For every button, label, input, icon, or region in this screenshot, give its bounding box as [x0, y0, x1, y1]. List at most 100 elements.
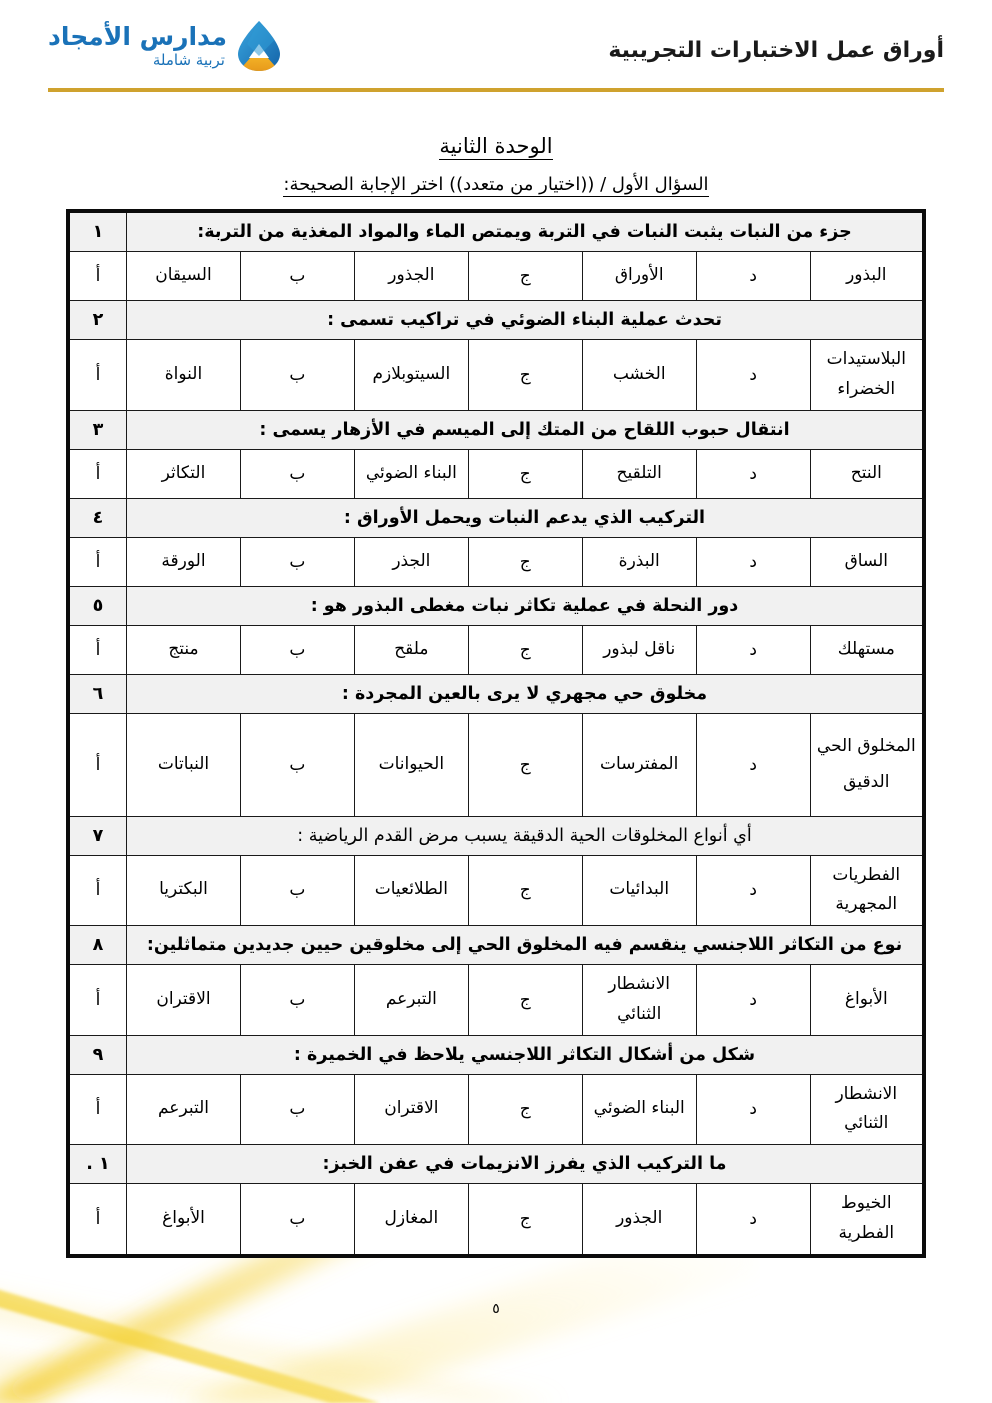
- question-text: تحدث عملية البناء الضوئي في تراكيب تسمى …: [126, 300, 925, 340]
- option-d-label: د: [695, 1183, 811, 1256]
- question-number: ٨: [67, 925, 127, 965]
- option-b-value[interactable]: المغازل: [353, 1183, 469, 1256]
- option-b-label: ب: [239, 536, 355, 587]
- answer-row: الأبواغ د الانشطار الثنائي ج التبرعم ب ا…: [67, 964, 925, 1036]
- option-a-value[interactable]: التكاثر: [126, 448, 241, 499]
- question-text: ما التركيب الذي يفرز الانزيمات في عفن ال…: [126, 1144, 925, 1184]
- option-d-value[interactable]: الانشطار الثنائي: [809, 1073, 925, 1145]
- question-number: ٥: [67, 585, 127, 626]
- option-a-value[interactable]: النواة: [126, 339, 241, 411]
- option-d-value[interactable]: الفطريات المجهرية: [809, 854, 925, 926]
- question-number: ٤: [67, 497, 127, 538]
- option-b-value[interactable]: الاقتران: [353, 1073, 469, 1145]
- option-a-label: أ: [67, 251, 127, 301]
- question-number: ٣: [67, 409, 127, 450]
- option-b-value[interactable]: الطلائعيات: [353, 854, 469, 926]
- option-a-value[interactable]: البكتريا: [126, 854, 241, 926]
- option-d-value[interactable]: مستهلك: [809, 624, 925, 675]
- option-a-value[interactable]: النباتات: [126, 712, 241, 817]
- question-row: انتقال حبوب اللقاح من المتك إلى الميسم ف…: [67, 409, 925, 450]
- option-d-value[interactable]: النتح: [809, 448, 925, 499]
- option-c-value[interactable]: الخشب: [581, 339, 697, 411]
- question-row: مخلوق حي مجهري لا يرى بالعين المجردة : ٦: [67, 673, 925, 714]
- option-a-value[interactable]: السيقان: [126, 251, 241, 301]
- option-b-label: ب: [239, 712, 355, 817]
- option-b-value[interactable]: الجذور: [353, 251, 469, 301]
- option-a-value[interactable]: الاقتران: [126, 964, 241, 1036]
- answer-row: الساق د البذرة ج الجذر ب الورقة أ: [67, 536, 925, 587]
- option-b-label: ب: [239, 964, 355, 1036]
- option-b-label: ب: [239, 339, 355, 411]
- option-c-label: ج: [467, 964, 583, 1036]
- droplet-logo-icon: [237, 21, 280, 71]
- option-b-label: ب: [239, 448, 355, 499]
- option-d-label: د: [695, 448, 811, 499]
- option-d-value[interactable]: البذور: [809, 251, 925, 301]
- option-d-label: د: [695, 251, 811, 301]
- option-b-label: ب: [239, 624, 355, 675]
- option-a-value[interactable]: الأبواغ: [126, 1183, 241, 1256]
- option-a-label: أ: [67, 712, 127, 817]
- option-c-value[interactable]: البدائيات: [581, 854, 697, 926]
- question-text: شكل من أشكال التكاثر اللاجنسي يلاحظ في ا…: [126, 1034, 925, 1075]
- option-c-label: ج: [467, 712, 583, 817]
- question-text: انتقال حبوب اللقاح من المتك إلى الميسم ف…: [126, 409, 925, 450]
- option-c-value[interactable]: الأوراق: [581, 251, 697, 301]
- question-number: ٢: [67, 300, 127, 340]
- option-b-label: ب: [239, 251, 355, 301]
- option-c-label: ج: [467, 624, 583, 675]
- answer-row: مستهلك د ناقل لبذور ج ملقح ب منتج أ: [67, 624, 925, 675]
- option-b-value[interactable]: البناء الضوئي: [353, 448, 469, 499]
- option-c-label: ج: [467, 1073, 583, 1145]
- question-row: تحدث عملية البناء الضوئي في تراكيب تسمى …: [67, 300, 925, 340]
- option-a-label: أ: [67, 1183, 127, 1256]
- question-row: التركيب الذي يدعم النبات ويحمل الأوراق :…: [67, 497, 925, 538]
- option-a-value[interactable]: منتج: [126, 624, 241, 675]
- option-c-value[interactable]: الانشطار الثنائي: [581, 964, 697, 1036]
- question-text: التركيب الذي يدعم النبات ويحمل الأوراق :: [126, 497, 925, 538]
- unit-title-text: الوحدة الثانية: [439, 134, 553, 160]
- option-b-value[interactable]: الجذر: [353, 536, 469, 587]
- question-row: أي أنواع المخلوقات الحية الدقيقة يسبب مر…: [67, 815, 925, 856]
- option-a-value[interactable]: التبرعم: [126, 1073, 241, 1145]
- option-c-label: ج: [467, 339, 583, 411]
- option-b-value[interactable]: السيتوبلازم: [353, 339, 469, 411]
- option-d-label: د: [695, 964, 811, 1036]
- option-d-value[interactable]: البلاستيدات الخضراء: [809, 339, 925, 411]
- question-text: دور النحلة في عملية تكاثر نبات مغطى البذ…: [126, 585, 925, 626]
- option-a-label: أ: [67, 448, 127, 499]
- question-lead-text: السؤال الأول / ((اختيار من متعدد)) اختر …: [283, 174, 709, 197]
- quiz-body: جزء من النبات يثبت النبات في التربة ويمت…: [67, 210, 925, 1256]
- option-d-value[interactable]: الخيوط الفطرية: [809, 1183, 925, 1256]
- option-a-label: أ: [67, 854, 127, 926]
- option-b-value[interactable]: ملقح: [353, 624, 469, 675]
- page-header: مدارس الأمجاد تربية شاملة أوراق عمل الاخ…: [0, 0, 992, 108]
- question-text: مخلوق حي مجهري لا يرى بالعين المجردة :: [126, 673, 925, 714]
- option-c-label: ج: [467, 251, 583, 301]
- option-d-value[interactable]: الأبواغ: [809, 964, 925, 1036]
- option-c-value[interactable]: ناقل لبذور: [581, 624, 697, 675]
- answer-row: الانشطار الثنائي د البناء الضوئي ج الاقت…: [67, 1073, 925, 1145]
- option-a-label: أ: [67, 536, 127, 587]
- question-text: أي أنواع المخلوقات الحية الدقيقة يسبب مر…: [126, 815, 925, 856]
- option-c-value[interactable]: البناء الضوئي: [581, 1073, 697, 1145]
- question-number: ١: [67, 210, 127, 252]
- question-number: ٦: [67, 673, 127, 714]
- option-c-value[interactable]: الجذور: [581, 1183, 697, 1256]
- answer-row: البلاستيدات الخضراء د الخشب ج السيتوبلاز…: [67, 339, 925, 411]
- question-row: نوع من التكاثر اللاجنسي ينقسم فيه المخلو…: [67, 925, 925, 965]
- option-c-value[interactable]: البذرة: [581, 536, 697, 587]
- option-b-value[interactable]: الحيوانات: [353, 712, 469, 817]
- option-d-label: د: [695, 339, 811, 411]
- option-c-label: ج: [467, 1183, 583, 1256]
- option-c-value[interactable]: المفترسات: [581, 712, 697, 817]
- option-c-label: ج: [467, 854, 583, 926]
- option-d-label: د: [695, 536, 811, 587]
- option-c-label: ج: [467, 536, 583, 587]
- answer-row: المخلوق الحي الدقيق د المفترسات ج الحيوا…: [67, 712, 925, 817]
- option-a-value[interactable]: الورقة: [126, 536, 241, 587]
- option-d-value[interactable]: الساق: [809, 536, 925, 587]
- option-b-value[interactable]: التبرعم: [353, 964, 469, 1036]
- option-d-value[interactable]: المخلوق الحي الدقيق: [809, 712, 925, 817]
- option-c-value[interactable]: التلقيح: [581, 448, 697, 499]
